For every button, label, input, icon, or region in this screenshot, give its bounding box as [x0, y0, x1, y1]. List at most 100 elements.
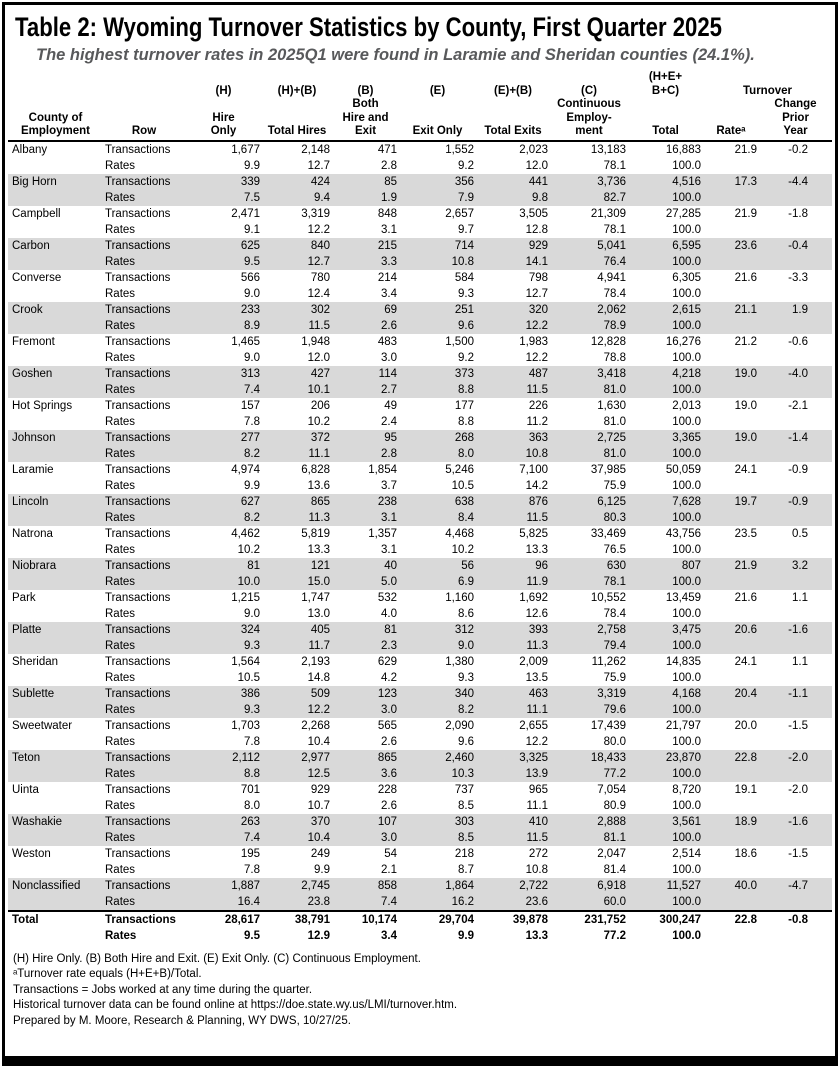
county-name: Park [12, 591, 36, 604]
row-label: Rates [105, 543, 136, 556]
row-label: Transactions [103, 493, 185, 510]
value-cell: 370 [262, 813, 332, 830]
value-cell: 238 [332, 493, 399, 510]
value-cell: 471 [377, 143, 397, 156]
value-cell [759, 798, 832, 814]
value-cell: 100.0 [628, 893, 703, 911]
value-cell: -4.4 [759, 173, 832, 190]
value-cell: 929 [476, 237, 550, 254]
value-cell: 107 [332, 813, 399, 830]
value-cell: 3.4 [381, 929, 397, 942]
value-cell: 17,439 [590, 719, 626, 732]
value-cell: 12.2 [476, 317, 550, 334]
value-cell: 780 [310, 271, 330, 284]
value-cell: 848 [377, 207, 397, 220]
value-cell: 483 [377, 335, 397, 348]
value-cell: 5,041 [550, 237, 628, 254]
row-label: Rates [103, 701, 185, 718]
value-cell: 11.5 [262, 317, 332, 334]
header-cell-empty [8, 98, 103, 112]
value-cell: 2.6 [332, 317, 399, 334]
value-cell [759, 478, 832, 494]
header-cell-empty [628, 98, 703, 112]
value-cell: 78.1 [603, 159, 626, 172]
header-cell: Only [185, 125, 262, 142]
value-cell: 100.0 [628, 573, 703, 590]
value-cell: 798 [528, 271, 548, 284]
value-cell [703, 928, 759, 944]
value-cell: 100.0 [672, 479, 701, 492]
row-label: Transactions [103, 909, 185, 928]
value-cell: 2,009 [519, 655, 548, 668]
header-cell-empty [8, 85, 103, 99]
value-cell [703, 798, 759, 814]
header-cell: Total [628, 125, 703, 142]
value-cell: 12.0 [307, 351, 330, 364]
title-text: Table 2: Wyoming Turnover Statistics by … [15, 12, 723, 42]
value-cell: 2.4 [381, 415, 397, 428]
value-cell: 10,552 [590, 591, 626, 604]
value-cell: 12.2 [262, 701, 332, 718]
value-cell [8, 542, 103, 558]
row-label: Rates [103, 637, 185, 654]
value-cell: 78.4 [603, 287, 626, 300]
table-row: Big Horn Transactions 339 424 85 356 441 3,736 4… [8, 173, 832, 190]
value-cell: 9.3 [458, 671, 474, 684]
value-cell: 2,655 [519, 719, 548, 732]
value-cell: 532 [377, 591, 397, 604]
value-cell: 638 [399, 493, 476, 510]
table-row: Rates 9.5 12.7 3.3 10.8 14.1 76.4 100.0 [8, 253, 832, 270]
value-cell: -0.9 [788, 463, 808, 476]
value-cell: 8.9 [185, 317, 262, 334]
value-cell: 56 [399, 557, 476, 574]
value-cell: 3,418 [550, 365, 628, 382]
header-row: (H+E+ [8, 71, 832, 85]
value-cell: 10.8 [476, 445, 550, 462]
value-cell: 18.9 [703, 813, 759, 830]
value-cell [8, 606, 103, 622]
value-cell: 11,527 [628, 877, 703, 894]
header-cell-empty [332, 71, 399, 85]
value-cell: 76.5 [603, 543, 626, 556]
table-row: Converse Transactions 566 780 214 584 798 4,941… [8, 270, 832, 286]
value-cell [703, 670, 759, 686]
value-cell: 100.0 [672, 287, 701, 300]
header-cell: Rateᵃ [703, 125, 759, 142]
value-cell: -0.6 [788, 335, 808, 348]
value-cell [759, 317, 832, 334]
row-label: Transactions [103, 237, 185, 254]
header-cell: (H)+(B) [277, 84, 317, 97]
value-cell: 13.9 [476, 765, 550, 782]
value-cell: 8.4 [399, 509, 476, 526]
value-cell: 21.9 [734, 143, 757, 156]
value-cell: -4.0 [759, 365, 832, 382]
table-row: Platte Transactions 324 405 81 312 393 2,758 3,4… [8, 621, 832, 638]
value-cell: 1.1 [792, 655, 808, 668]
value-cell: 4,468 [445, 527, 474, 540]
value-cell: 95 [332, 429, 399, 446]
value-cell: 8.5 [399, 829, 476, 846]
row-label: Transactions [103, 877, 185, 894]
row-label: Transactions [103, 429, 185, 446]
value-cell: 8.7 [458, 863, 474, 876]
value-cell: 509 [262, 685, 332, 702]
value-cell: 4,974 [231, 463, 260, 476]
value-cell: 100.0 [672, 159, 701, 172]
header-cell: ment [550, 125, 628, 142]
value-cell: 8.8 [458, 415, 474, 428]
value-cell: 3.0 [381, 351, 397, 364]
value-cell: 4.2 [381, 671, 397, 684]
value-cell: 1,948 [301, 335, 330, 348]
value-cell: 6,828 [301, 463, 330, 476]
table-row: Rates 16.4 23.8 7.4 16.2 23.6 60.0 100.0 [8, 893, 832, 911]
row-label: Rates [103, 189, 185, 206]
value-cell: 268 [399, 429, 476, 446]
value-cell: 27,285 [665, 207, 701, 220]
value-cell: 2,745 [262, 877, 332, 894]
value-cell: 81.1 [550, 829, 628, 846]
value-cell: 12.4 [307, 287, 330, 300]
value-cell [8, 734, 103, 750]
value-cell [759, 286, 832, 302]
county-name: Campbell [12, 207, 61, 220]
value-cell: 1,357 [368, 527, 397, 540]
